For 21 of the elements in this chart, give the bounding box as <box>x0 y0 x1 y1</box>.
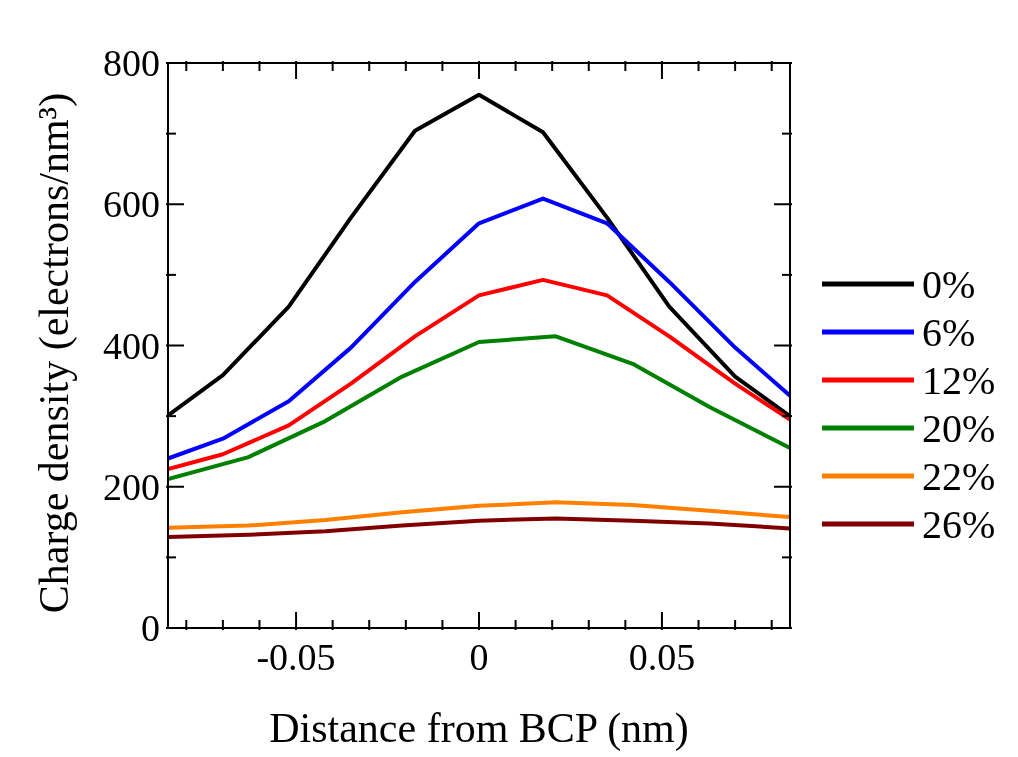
y-tick-label: 400 <box>103 324 160 367</box>
x-tick-label: -0.05 <box>256 636 336 678</box>
legend-label: 6% <box>922 308 976 356</box>
legend-label: 20% <box>922 404 996 452</box>
line-series <box>168 516 790 539</box>
x-tick-label: 0 <box>469 636 489 678</box>
line-series <box>168 334 790 481</box>
legend-label: 0% <box>922 260 976 308</box>
x-axis-title: Distance from BCP (nm) <box>268 704 690 752</box>
legend-label: 26% <box>922 500 996 548</box>
y-tick-label: 800 <box>103 42 160 84</box>
y-axis-title: Charge density (electrons/nm³) <box>30 92 78 614</box>
line-series <box>168 500 790 530</box>
x-tick-label: 0.05 <box>628 636 696 678</box>
line-series <box>168 196 790 461</box>
legend-label: 22% <box>922 452 996 500</box>
y-tick-label: 0 <box>141 607 160 649</box>
y-tick-label: 200 <box>103 465 160 508</box>
legend-label: 12% <box>922 356 996 404</box>
line-series <box>168 277 790 472</box>
y-tick-label: 600 <box>103 183 160 226</box>
